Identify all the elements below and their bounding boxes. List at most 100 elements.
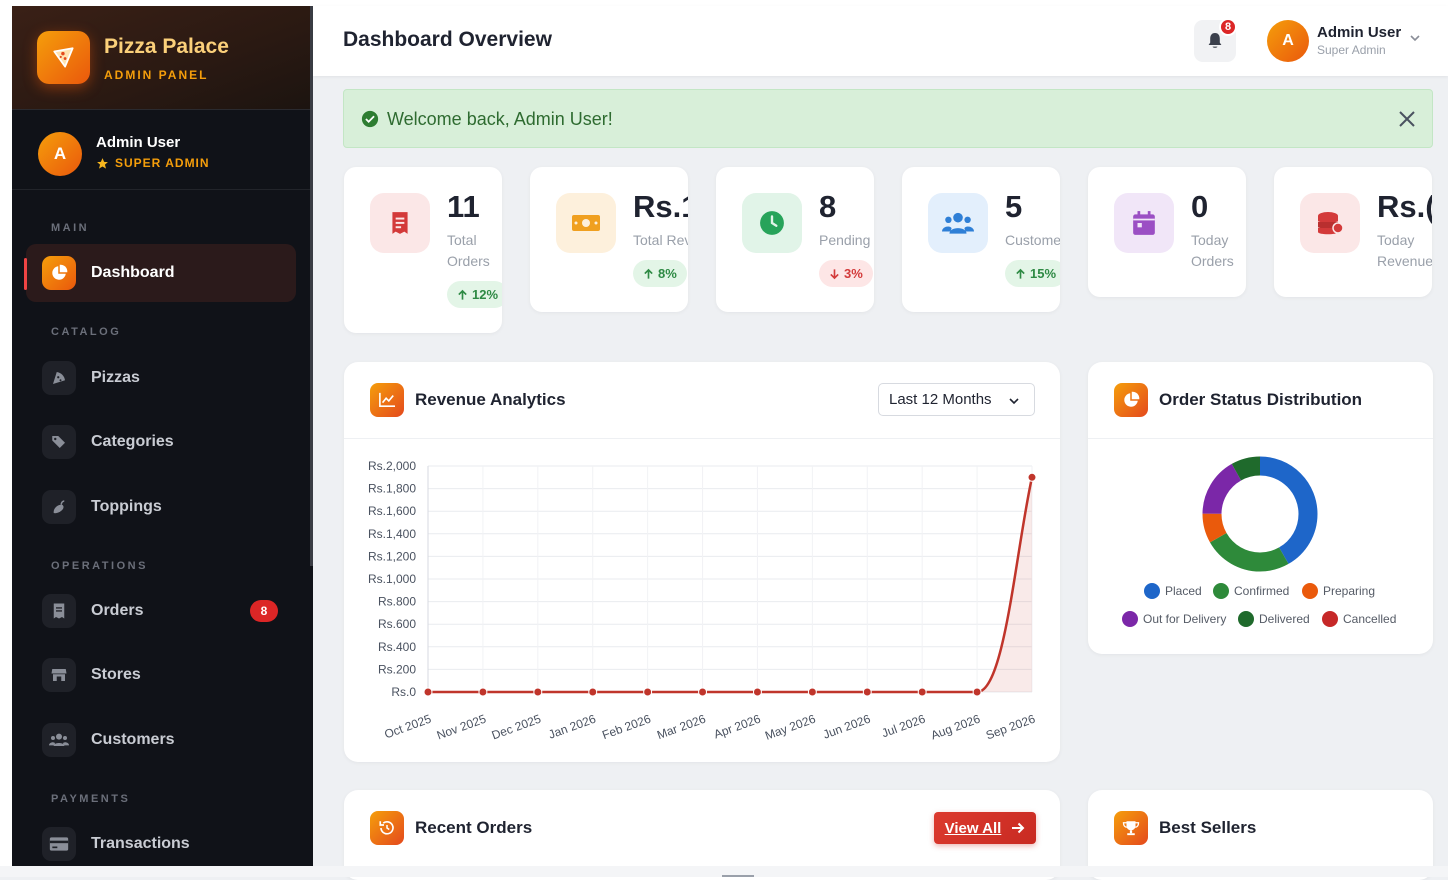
legend-item[interactable]: Cancelled — [1322, 611, 1396, 627]
doughnut-slice[interactable] — [1202, 456, 1318, 572]
calendar-icon — [1114, 193, 1174, 253]
legend-swatch — [1122, 611, 1138, 627]
x-tick-label: Jan 2026 — [547, 712, 598, 742]
sidebar-item-pizzas[interactable]: Pizzas — [26, 349, 296, 407]
trend-value: 12% — [472, 287, 499, 302]
x-tick-label: Nov 2025 — [435, 712, 488, 743]
date-range-select[interactable]: Last 12 Months — [878, 383, 1035, 416]
legend-item[interactable]: Placed — [1144, 583, 1202, 599]
users-icon — [928, 193, 988, 253]
brand: Pizza Palace ADMIN PANEL — [12, 6, 313, 110]
legend-swatch — [1144, 583, 1160, 599]
legend-label: Delivered — [1259, 612, 1310, 626]
chevron-down-icon[interactable] — [1409, 32, 1421, 44]
stat-value: Rs.( — [1377, 189, 1432, 224]
close-icon[interactable] — [1398, 110, 1416, 128]
notification-count-badge: 8 — [1219, 18, 1237, 36]
legend-item[interactable]: Confirmed — [1213, 583, 1289, 599]
legend-label: Confirmed — [1234, 584, 1290, 598]
avatar[interactable]: A — [1267, 20, 1309, 62]
stat-value: Rs.1 — [633, 189, 688, 224]
y-tick-label: Rs.1,400 — [368, 527, 416, 541]
trend-badge: 8% — [633, 260, 687, 287]
data-point — [862, 687, 872, 697]
tags-icon — [42, 425, 76, 459]
resize-handle[interactable] — [722, 875, 754, 877]
sidebar-item-toppings[interactable]: Toppings — [26, 478, 296, 536]
legend-item[interactable]: Preparing — [1302, 583, 1375, 599]
y-tick-label: Rs.600 — [378, 617, 416, 631]
sidebar-item-label: Customers — [91, 731, 175, 748]
doughnut-slice[interactable] — [1202, 456, 1318, 572]
chart-pie-icon — [1114, 383, 1148, 417]
legend-item[interactable]: Out for Delivery — [1122, 611, 1226, 627]
revenue-line — [427, 477, 1034, 694]
sidebar-item-label: Pizzas — [91, 369, 140, 386]
x-tick-label: Mar 2026 — [655, 712, 708, 743]
x-tick-label: May 2026 — [763, 712, 818, 743]
trend-value: 8% — [658, 266, 677, 281]
check-circle-icon — [361, 110, 379, 128]
sidebar-scrollbar[interactable] — [310, 6, 313, 566]
arrow-down-icon — [830, 268, 839, 279]
stat-label: Today Orders — [1191, 232, 1234, 269]
brand-title: Pizza Palace — [104, 35, 229, 58]
sidebar-item-customers[interactable]: Customers — [26, 711, 296, 769]
sidebar-user-name: Admin User — [96, 134, 181, 151]
arrow-up-icon — [644, 268, 653, 279]
header-user-name[interactable]: Admin User — [1317, 24, 1402, 41]
section-payments: PAYMENTS — [51, 793, 131, 805]
panel-title: Best Sellers — [1159, 818, 1257, 837]
stat-card-total-orders: 11 Total Orders 12% — [344, 167, 502, 333]
coins-icon — [1300, 193, 1360, 253]
arrow-right-icon — [1012, 822, 1025, 834]
x-tick-label: Jun 2026 — [821, 712, 872, 742]
clock-icon — [742, 193, 802, 253]
stat-label: Custome — [1005, 232, 1060, 248]
y-tick-label: Rs.0 — [391, 685, 416, 699]
legend-label: Placed — [1165, 584, 1202, 598]
y-tick-label: Rs.1,000 — [368, 572, 416, 586]
header-user-role: Super Admin — [1317, 43, 1386, 57]
alert-message: Welcome back, Admin User! — [387, 109, 613, 129]
trend-value: 3% — [844, 266, 863, 281]
history-icon — [370, 811, 404, 845]
sidebar-item-stores[interactable]: Stores — [26, 646, 296, 704]
doughnut-slice[interactable] — [1202, 456, 1318, 572]
y-tick-label: Rs.400 — [378, 640, 416, 654]
sidebar-item-dashboard[interactable]: Dashboard — [24, 244, 296, 302]
y-tick-label: Rs.200 — [378, 662, 416, 676]
sidebar-item-categories[interactable]: Categories — [26, 413, 296, 471]
pizza-slice-icon — [42, 361, 76, 395]
legend-swatch — [1322, 611, 1338, 627]
panel-title: Order Status Distribution — [1159, 390, 1363, 409]
legend-item[interactable]: Delivered — [1238, 611, 1310, 627]
stat-card-today-revenue: Rs.( Today Revenue — [1274, 167, 1432, 297]
date-range-value: Last 12 Months — [889, 391, 992, 408]
orders-count-badge: 8 — [250, 600, 278, 622]
money-bill-icon — [556, 193, 616, 253]
receipt-icon — [370, 193, 430, 253]
revenue-analytics-panel: Revenue Analytics Last 12 Months Rs.0 Rs.… — [344, 362, 1060, 762]
role-label: SUPER ADMIN — [115, 156, 210, 170]
users-icon — [42, 723, 76, 757]
chart-pie-icon — [42, 256, 76, 290]
sidebar-item-label: Transactions — [91, 835, 190, 852]
best-sellers-panel: Best Sellers — [1088, 790, 1433, 880]
view-all-label: View All — [944, 819, 1002, 837]
sidebar-item-orders[interactable]: Orders 8 — [26, 582, 296, 640]
top-header: Dashboard Overview 8 A Admin User Super … — [313, 6, 1448, 76]
trend-badge: 12% — [447, 281, 502, 308]
x-tick-label: Dec 2025 — [490, 712, 543, 743]
data-point — [478, 687, 488, 697]
sidebar-item-transactions[interactable]: Transactions — [26, 815, 296, 866]
y-tick-label: Rs.2,000 — [368, 459, 416, 473]
sidebar-user-role: SUPER ADMIN — [96, 156, 210, 170]
order-status-panel: Order Status Distribution Placed Confirm… — [1088, 362, 1433, 654]
data-point — [698, 687, 708, 697]
view-all-button[interactable]: View All — [934, 812, 1036, 844]
data-point — [972, 687, 982, 697]
data-point — [1027, 472, 1037, 482]
stat-label: Today Revenue — [1377, 232, 1432, 269]
legend-label: Preparing — [1323, 584, 1376, 598]
